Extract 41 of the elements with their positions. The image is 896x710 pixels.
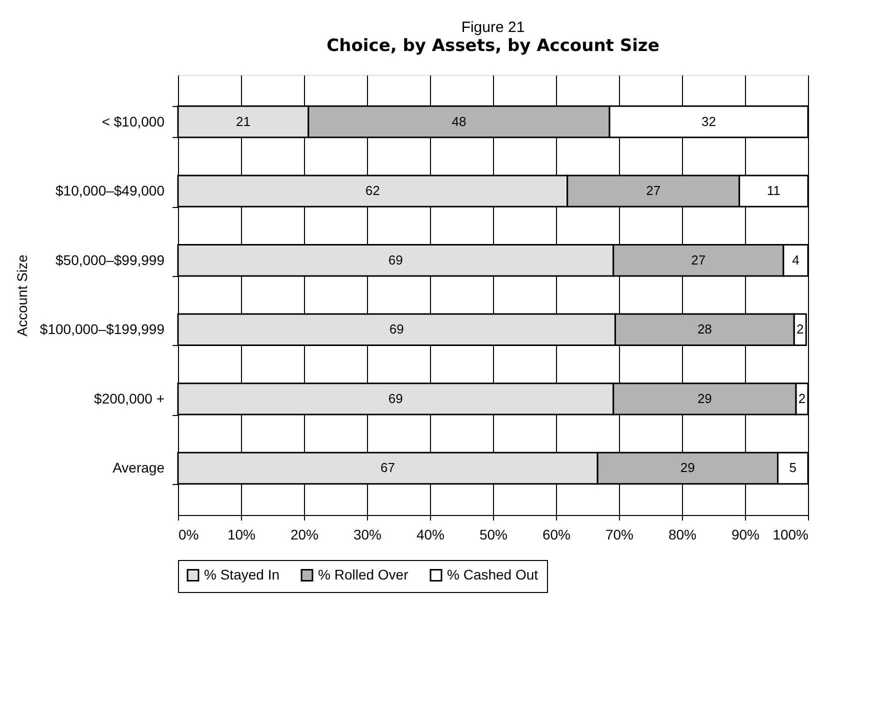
data-label: 69 [388, 252, 403, 268]
data-label: 69 [388, 390, 403, 406]
x-tick-label: 40% [416, 526, 445, 542]
data-label: 27 [691, 252, 706, 268]
data-label: 48 [452, 114, 466, 129]
data-label: 11 [766, 183, 780, 198]
data-label: 4 [792, 252, 800, 268]
x-tick-label: 0% [178, 526, 199, 542]
legend-label: % Stayed In [204, 566, 280, 582]
data-label: 2 [796, 322, 804, 337]
y-tick-label: $100,000–$199,999 [40, 321, 165, 338]
x-tick-label: 10% [227, 526, 256, 542]
data-label: 2 [798, 390, 806, 406]
data-label: 5 [789, 460, 796, 476]
x-tick-label: 30% [353, 526, 382, 542]
y-tick-label: Average [112, 460, 165, 476]
data-label: 29 [680, 460, 695, 476]
data-label: 27 [646, 183, 661, 198]
data-label: 28 [697, 322, 712, 337]
y-tick-label: $200,000 + [94, 390, 164, 406]
chart-title: Figure 21 [461, 19, 525, 36]
x-tick-label: 90% [731, 526, 760, 542]
y-tick-label: $10,000–$49,000 [56, 182, 165, 199]
y-tick-label: < $10,000 [102, 113, 165, 130]
x-tick-label: 20% [290, 526, 319, 542]
data-label: 29 [697, 390, 712, 406]
x-tick-label: 80% [668, 526, 697, 542]
chart-subtitle: Choice, by Assets, by Account Size [326, 36, 660, 56]
x-tick-label: 70% [605, 526, 634, 542]
data-label: 67 [380, 460, 396, 476]
y-tick-label: $50,000–$99,999 [56, 252, 165, 268]
x-tick-label: 60% [542, 526, 571, 542]
data-label: 32 [702, 114, 716, 129]
x-tick-label: 50% [479, 526, 508, 542]
legend-label: % Rolled Over [318, 566, 409, 582]
data-label: 69 [389, 322, 404, 337]
data-label: 21 [236, 114, 250, 129]
data-label: 62 [365, 183, 380, 198]
x-tick-label: 100% [772, 526, 808, 542]
y-axis-title: Account Size [14, 254, 30, 336]
legend-label: % Cashed Out [447, 566, 538, 582]
